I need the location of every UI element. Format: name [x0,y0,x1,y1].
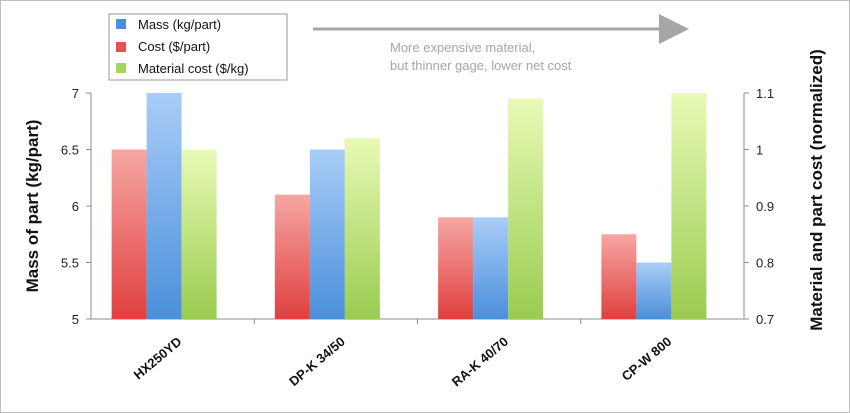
annotation-line-1: More expensive material, [390,40,535,55]
legend-swatch-cost [116,42,126,52]
mass-bar [636,262,672,319]
cost-bar [438,217,474,319]
cost-bar [111,149,147,319]
cost-bar [274,194,310,319]
legend-swatch-mass [116,19,126,29]
right-tick-label: 1 [756,143,763,158]
annotation-line-2: but thinner gage, lower net cost [390,58,572,73]
legend-box [108,13,288,81]
left-tick-label: 5 [72,312,79,327]
left-tick-label: 5.5 [61,256,79,271]
y-axis-title: Mass of part (kg/part) [23,120,42,293]
mass-bar [473,217,509,319]
left-axis-ticks: 5 5.5 6 6.5 7 [61,86,91,327]
right-tick-label: 1.1 [756,86,774,101]
mass-bar [146,93,182,319]
material-cost-bar [181,149,217,319]
material-cost-bar [344,138,380,319]
left-tick-label: 6 [72,199,79,214]
left-tick-label: 6.5 [61,143,79,158]
material-cost-bar [508,98,544,320]
left-tick-label: 7 [72,86,79,101]
cost-bar [601,234,637,319]
bars [111,93,707,320]
legend-label-material-cost: Material cost ($/kg) [138,61,249,76]
right-tick-label: 0.7 [756,312,774,327]
right-axis-ticks: 0.7 0.8 0.9 1 1.1 [744,86,774,327]
right-tick-label: 0.9 [756,199,774,214]
legend-label-mass: Mass (kg/part) [138,17,221,32]
legend-swatch-material-cost [116,63,126,73]
y2-axis-title: Material and part cost (normalized) [807,49,826,331]
right-tick-label: 0.8 [756,256,774,271]
material-cost-bar [671,93,707,319]
mass-bar [309,149,345,319]
legend: Mass (kg/part) Cost ($/part) Material co… [108,13,288,81]
legend-label-cost: Cost ($/part) [138,39,210,54]
